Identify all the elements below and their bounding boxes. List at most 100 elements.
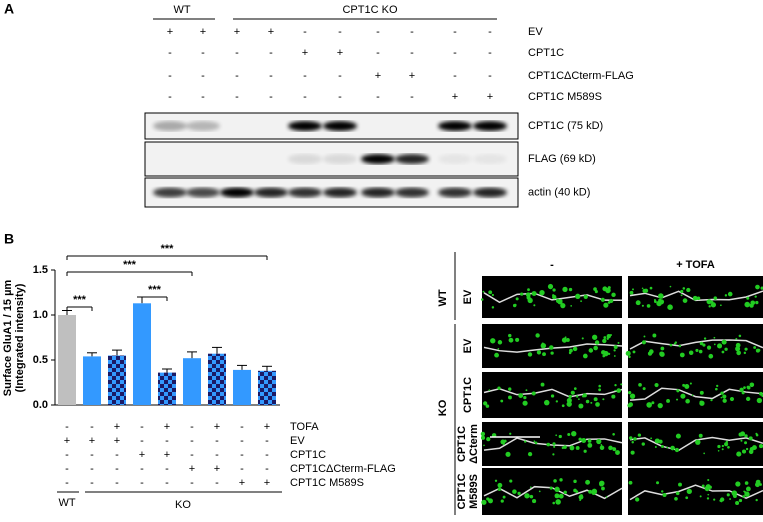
puncta xyxy=(707,478,710,482)
puncta xyxy=(736,451,742,457)
significance-label: *** xyxy=(161,243,175,255)
puncta xyxy=(531,391,536,396)
puncta xyxy=(600,297,605,302)
dendrite xyxy=(629,436,763,452)
puncta xyxy=(508,387,512,391)
puncta xyxy=(550,351,554,355)
condition-sign: + xyxy=(409,70,415,82)
puncta xyxy=(480,298,484,301)
puncta xyxy=(632,288,634,291)
puncta xyxy=(725,440,729,443)
puncta xyxy=(523,395,527,400)
puncta xyxy=(692,295,698,301)
puncta xyxy=(721,339,727,345)
puncta xyxy=(482,290,485,293)
puncta xyxy=(643,335,646,338)
band xyxy=(395,154,429,164)
condition-sign: - xyxy=(338,70,342,82)
puncta xyxy=(702,343,706,347)
puncta xyxy=(515,337,520,342)
puncta xyxy=(757,348,761,352)
puncta xyxy=(710,398,713,402)
puncta xyxy=(710,302,717,308)
puncta xyxy=(680,393,686,399)
puncta xyxy=(717,343,723,349)
puncta xyxy=(488,290,493,295)
puncta xyxy=(706,299,712,305)
condition-sign: + xyxy=(189,463,195,475)
puncta xyxy=(633,437,637,441)
puncta xyxy=(573,387,577,390)
puncta xyxy=(657,402,663,409)
puncta xyxy=(590,401,593,404)
puncta xyxy=(593,287,597,291)
puncta xyxy=(580,300,583,303)
condition-sign: - xyxy=(215,477,219,489)
puncta xyxy=(552,501,556,505)
puncta xyxy=(628,390,632,395)
puncta xyxy=(568,400,571,402)
puncta xyxy=(735,337,738,340)
condition-sign: - xyxy=(303,91,307,103)
puncta xyxy=(667,304,673,310)
significance-label: *** xyxy=(123,259,137,271)
puncta xyxy=(686,488,692,495)
puncta xyxy=(743,386,746,389)
puncta xyxy=(509,432,512,435)
condition-sign: - xyxy=(410,91,414,103)
puncta xyxy=(607,301,611,304)
dendrite xyxy=(483,292,623,304)
panel-label: B xyxy=(4,231,14,247)
puncta xyxy=(688,350,694,356)
puncta xyxy=(641,442,645,446)
row-label: M589S xyxy=(468,474,480,509)
puncta xyxy=(759,483,762,486)
puncta xyxy=(583,294,588,299)
puncta xyxy=(654,382,659,388)
puncta xyxy=(650,437,653,440)
condition-label: CPT1C M589S xyxy=(528,91,602,103)
puncta xyxy=(613,345,618,350)
y-tick-label: 1.5 xyxy=(33,264,48,276)
condition-sign: - xyxy=(303,70,307,82)
puncta xyxy=(675,433,681,439)
puncta xyxy=(531,291,537,297)
puncta xyxy=(647,351,653,356)
puncta xyxy=(491,293,494,297)
puncta xyxy=(502,442,505,446)
condition-sign: - xyxy=(376,26,380,38)
puncta xyxy=(480,435,486,440)
puncta xyxy=(699,390,704,395)
puncta xyxy=(598,388,602,392)
bar xyxy=(158,372,176,405)
bar xyxy=(183,358,201,405)
puncta xyxy=(497,482,503,488)
condition-sign: - xyxy=(410,26,414,38)
condition-sign: + xyxy=(167,26,173,38)
puncta xyxy=(669,343,673,347)
condition-sign: - xyxy=(190,435,194,447)
puncta xyxy=(552,294,557,300)
puncta xyxy=(571,431,577,437)
puncta xyxy=(481,499,487,505)
puncta xyxy=(558,434,562,439)
puncta xyxy=(684,384,690,389)
puncta xyxy=(585,479,591,485)
puncta xyxy=(555,499,561,505)
puncta xyxy=(490,338,496,344)
puncta xyxy=(744,347,748,351)
puncta xyxy=(752,445,757,451)
band xyxy=(186,187,220,198)
band xyxy=(323,121,357,131)
puncta xyxy=(533,440,536,443)
condition-sign: + xyxy=(200,26,206,38)
condition-sign: - xyxy=(265,463,269,475)
puncta xyxy=(575,395,579,398)
condition-sign: - xyxy=(90,421,94,433)
puncta xyxy=(588,489,593,494)
puncta xyxy=(494,479,498,482)
puncta xyxy=(676,398,679,401)
puncta xyxy=(602,354,606,358)
puncta xyxy=(525,389,528,392)
condition-sign: - xyxy=(90,449,94,461)
